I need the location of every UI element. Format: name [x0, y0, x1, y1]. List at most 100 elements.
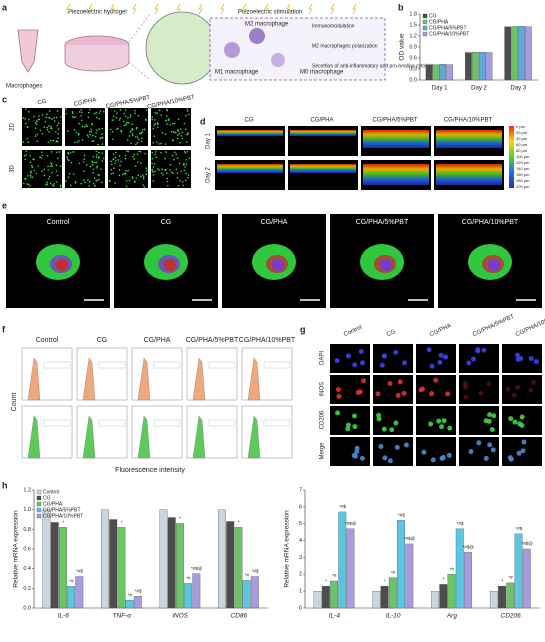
cell-dot — [112, 153, 115, 156]
cell-dot — [137, 138, 140, 141]
cell-dot — [95, 111, 98, 114]
column-label: CG/PHA — [73, 97, 97, 108]
row-label: Day 2 — [206, 167, 212, 183]
cell-dot — [152, 166, 155, 168]
cell-dot — [183, 162, 185, 165]
cell — [271, 53, 285, 67]
cell-dot — [152, 142, 154, 144]
cell-dot — [43, 126, 46, 129]
cell-dot — [184, 166, 186, 168]
micrograph — [22, 108, 62, 146]
cell-dot — [59, 184, 62, 187]
cell-dot — [462, 380, 468, 386]
colorbar-label: 160 μm — [516, 172, 530, 177]
cell-dot — [120, 129, 122, 132]
cell-dot — [137, 174, 140, 177]
bar — [109, 519, 118, 609]
significance-label: *#$@ — [345, 521, 357, 526]
y-tick-label: 0.4 — [23, 566, 31, 572]
cell-dot — [490, 447, 496, 453]
cell-dot — [181, 137, 184, 140]
significance-label: *# — [245, 573, 250, 578]
legend-label: CG/PHA — [429, 19, 449, 25]
cell-dot — [93, 112, 96, 115]
depth-layer — [290, 130, 356, 136]
cell-dot — [94, 135, 97, 138]
cell-dot — [441, 418, 447, 424]
cell-dot — [421, 449, 427, 455]
bar — [478, 51, 486, 81]
bar — [425, 64, 433, 81]
cell-dot — [56, 124, 59, 127]
cell-dot — [177, 118, 180, 121]
cell-dot — [352, 362, 358, 368]
gate — [263, 361, 291, 369]
bar — [465, 52, 472, 81]
cell-dot — [88, 130, 91, 133]
x-tick-label: IL-4 — [329, 613, 341, 620]
cell-dot — [46, 155, 49, 157]
column-label: Control — [36, 337, 59, 344]
cell-dot — [180, 135, 183, 137]
cell-dot — [46, 128, 49, 131]
cell-dot — [84, 181, 86, 184]
cell-dot — [92, 155, 95, 158]
cell-dot — [140, 140, 143, 143]
bar — [506, 582, 515, 609]
bar — [50, 522, 59, 609]
cell-dot — [169, 124, 172, 126]
panel-letter: h — [2, 480, 8, 490]
significance-label: *#$@ — [521, 541, 533, 546]
cell-dot — [144, 152, 147, 155]
cell-dot — [54, 131, 57, 133]
cell-dot — [29, 155, 32, 157]
cell-dot — [31, 166, 34, 169]
bar — [321, 585, 330, 609]
cell-dot — [124, 157, 127, 160]
bar — [464, 552, 472, 609]
cell-dot — [100, 168, 102, 170]
cell-dot — [173, 158, 175, 161]
cell-dot — [113, 167, 115, 170]
cell-dot — [164, 157, 166, 160]
significance-label: * — [384, 578, 386, 583]
cell-dot — [134, 109, 136, 112]
cell-dot — [112, 115, 115, 118]
cell-dot — [31, 176, 34, 178]
cell-dot — [78, 111, 81, 113]
cell-dot — [483, 418, 489, 424]
legend-swatch — [422, 25, 428, 31]
cell-dot — [169, 164, 172, 166]
cell-dot — [89, 165, 92, 168]
column-label: CG/PHA/5%PBT — [186, 337, 239, 344]
bar — [485, 52, 493, 81]
cell-dot — [443, 354, 449, 360]
y-tick-label: 1.2 — [23, 487, 31, 493]
cell-dot — [140, 162, 142, 164]
cell-dot — [483, 455, 489, 461]
cell-dot — [170, 171, 173, 174]
cell-dot — [71, 111, 74, 113]
cell-dot — [43, 168, 46, 171]
cell-dot — [132, 128, 134, 131]
significance-label: * — [325, 578, 327, 583]
gate — [153, 419, 181, 427]
cell-dot — [184, 179, 187, 182]
cell-dot — [156, 122, 159, 125]
column-label: CG/PHA — [429, 323, 452, 338]
cell-dot — [142, 174, 144, 176]
lightning — [88, 3, 93, 15]
cell-dot — [121, 173, 124, 176]
panel-letter: c — [2, 94, 7, 104]
cell-dot — [165, 151, 168, 153]
cell-dot — [166, 172, 168, 174]
micrograph — [330, 437, 370, 466]
cell-dot — [401, 390, 407, 396]
cell-dot — [336, 393, 342, 399]
cell-dot — [345, 426, 351, 432]
lightning — [176, 3, 181, 15]
cell-dot — [481, 347, 487, 353]
cell-dot — [25, 122, 27, 125]
cell-dot — [84, 126, 86, 128]
